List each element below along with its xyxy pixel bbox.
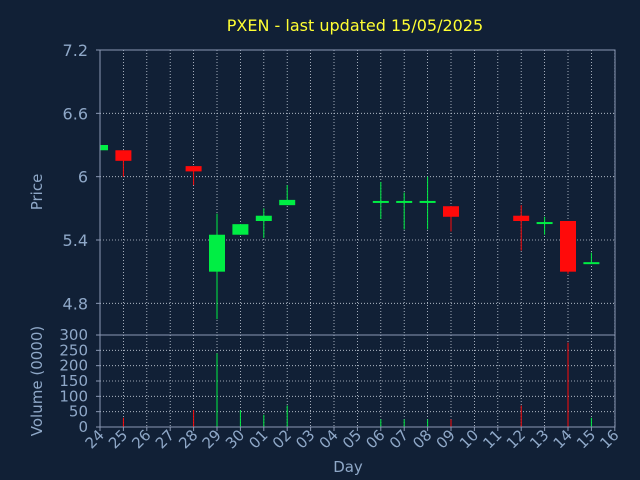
x-tick-label: 28 bbox=[175, 426, 201, 452]
price-tick-label: 5.4 bbox=[63, 231, 88, 250]
price-axis-label: Price bbox=[28, 174, 46, 211]
x-tick-label: 06 bbox=[362, 426, 388, 452]
x-tick-label: 16 bbox=[596, 426, 622, 452]
x-tick-label: 01 bbox=[245, 426, 271, 452]
x-tick-label: 13 bbox=[526, 426, 552, 452]
price-tick-label: 4.8 bbox=[63, 294, 88, 313]
x-tick-label: 27 bbox=[152, 426, 178, 452]
volume-tick-label: 300 bbox=[59, 326, 88, 344]
x-tick-label: 02 bbox=[269, 426, 295, 452]
x-tick-label: 10 bbox=[456, 426, 482, 452]
x-tick-label: 30 bbox=[222, 426, 248, 452]
candle-body bbox=[443, 206, 459, 217]
x-tick-label: 26 bbox=[128, 426, 154, 452]
volume-axis-label: Volume (0000) bbox=[28, 326, 46, 436]
candle-body bbox=[279, 199, 296, 206]
price-tick-label: 7.2 bbox=[63, 41, 88, 60]
candle-body bbox=[232, 224, 249, 235]
x-tick-label: 12 bbox=[503, 426, 529, 452]
candle-body bbox=[372, 200, 389, 203]
volume-tick-label: 0 bbox=[78, 418, 88, 436]
volume-tick-label: 250 bbox=[59, 341, 88, 359]
x-tick-label: 09 bbox=[433, 426, 459, 452]
candle-body bbox=[100, 145, 108, 151]
x-tick-label: 08 bbox=[409, 426, 435, 452]
candle-body bbox=[255, 215, 272, 221]
chart-title: PXEN - last updated 15/05/2025 bbox=[227, 16, 483, 35]
volume-tick-label: 200 bbox=[59, 357, 88, 375]
x-tick-label: 25 bbox=[105, 426, 131, 452]
candle-body bbox=[513, 215, 530, 221]
price-tick-label: 6 bbox=[78, 168, 88, 187]
candle-body bbox=[115, 150, 132, 161]
x-tick-label: 05 bbox=[339, 426, 365, 452]
volume-tick-label: 150 bbox=[59, 372, 88, 390]
candle-body bbox=[419, 200, 436, 203]
candle-body bbox=[583, 262, 600, 265]
volume-tick-label: 50 bbox=[69, 403, 88, 421]
price-tick-label: 6.6 bbox=[63, 104, 88, 123]
candle-body bbox=[209, 234, 225, 272]
x-tick-label: 29 bbox=[199, 426, 225, 452]
volume-plot-frame bbox=[99, 334, 616, 428]
x-tick-label: 07 bbox=[386, 426, 412, 452]
candle-body bbox=[185, 166, 202, 172]
candle-body bbox=[536, 222, 553, 225]
candle-body bbox=[560, 221, 576, 272]
volume-tick-label: 100 bbox=[59, 387, 88, 405]
x-tick-label: 11 bbox=[479, 426, 505, 452]
x-tick-label: 14 bbox=[550, 426, 576, 452]
candle-body bbox=[396, 200, 413, 203]
x-axis-label: Day bbox=[333, 458, 363, 476]
x-tick-label: 03 bbox=[292, 426, 318, 452]
x-tick-label: 04 bbox=[316, 426, 342, 452]
x-tick-label: 15 bbox=[573, 426, 599, 452]
